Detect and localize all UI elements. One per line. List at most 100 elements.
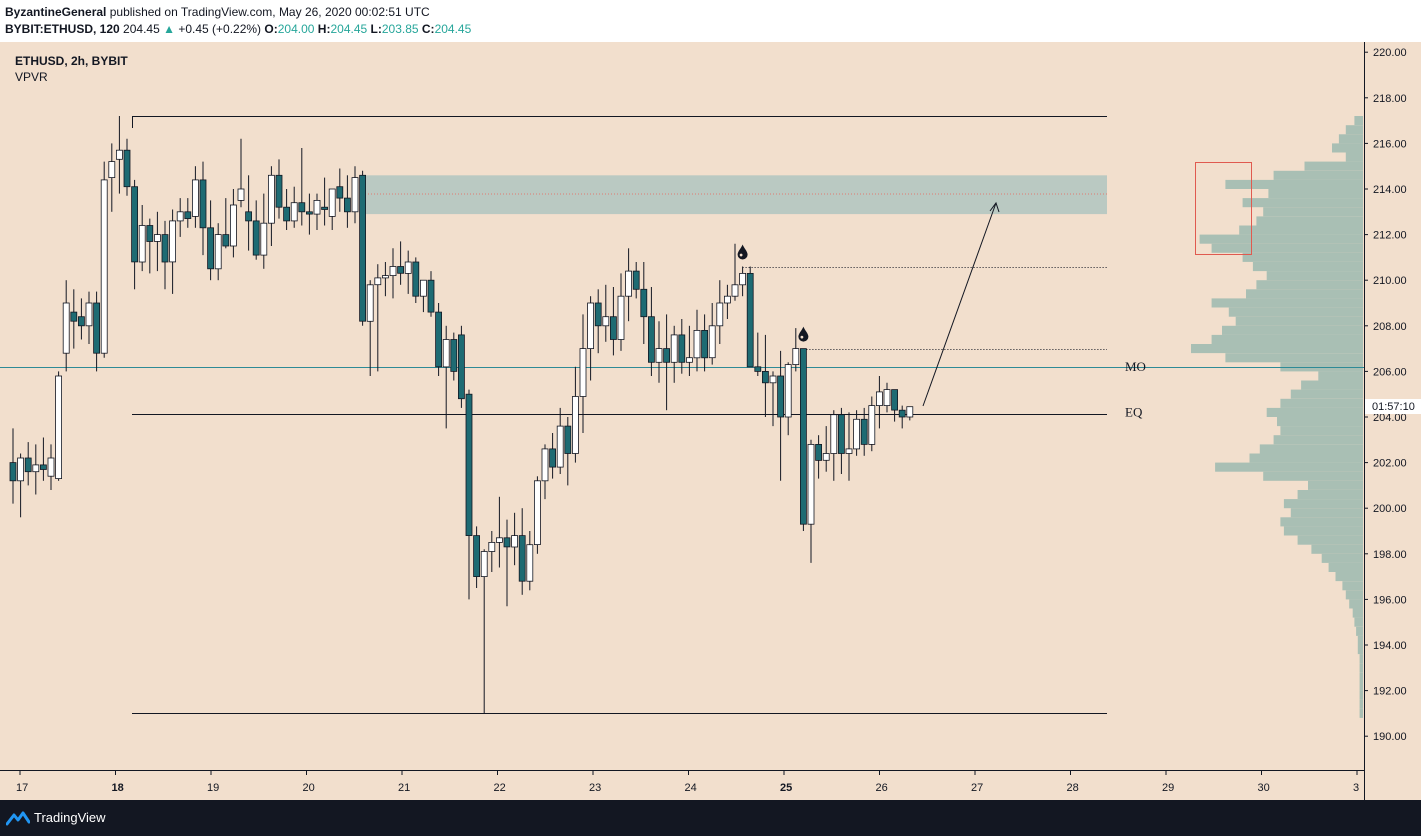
time-tick-label: 21 bbox=[398, 782, 410, 794]
high-value: 204.45 bbox=[330, 22, 368, 36]
candle-body bbox=[108, 161, 116, 179]
candle-body bbox=[800, 348, 807, 525]
candle-body bbox=[24, 457, 32, 473]
vpvr-bar bbox=[1301, 380, 1363, 390]
candle-body bbox=[153, 234, 161, 242]
candle-body bbox=[716, 302, 724, 327]
candle-body bbox=[457, 334, 465, 400]
candle-body bbox=[754, 366, 762, 372]
vpvr-bar bbox=[1211, 334, 1363, 344]
vpvr-bar bbox=[1273, 170, 1363, 180]
vpvr-bar bbox=[1332, 143, 1363, 153]
vpvr-bar bbox=[1268, 189, 1363, 199]
candle-body bbox=[442, 339, 450, 368]
vpvr-bar bbox=[1266, 271, 1363, 281]
candle-body bbox=[381, 275, 389, 279]
candle-body bbox=[343, 197, 351, 213]
candle-body bbox=[305, 211, 313, 215]
candle-body bbox=[488, 542, 496, 552]
candle-body bbox=[313, 199, 321, 215]
candle-body bbox=[290, 202, 298, 222]
candle-body bbox=[222, 234, 230, 247]
vpvr-bar bbox=[1280, 517, 1363, 527]
price-change: +0.45 (+0.22%) bbox=[178, 22, 262, 36]
vpvr-bar bbox=[1345, 152, 1363, 162]
vpvr-bar bbox=[1249, 453, 1363, 463]
candle-body bbox=[9, 462, 17, 482]
vpvr-bar bbox=[1359, 690, 1363, 700]
vpvr-bar bbox=[1211, 243, 1363, 253]
vpvr-bar bbox=[1225, 353, 1363, 363]
candle-body bbox=[739, 272, 746, 286]
eq-label: EQ bbox=[1125, 405, 1143, 420]
candle-body bbox=[822, 453, 830, 461]
candle-body bbox=[534, 480, 541, 545]
vpvr-bar bbox=[1263, 207, 1363, 217]
close-label: C: bbox=[421, 22, 435, 36]
candle-body bbox=[191, 179, 199, 217]
candle-body bbox=[670, 334, 678, 363]
candle-body bbox=[40, 464, 47, 470]
low-label: L: bbox=[370, 22, 382, 36]
candle-body bbox=[579, 348, 587, 397]
candles bbox=[9, 116, 914, 714]
candle-body bbox=[556, 425, 564, 468]
candle-body bbox=[214, 234, 222, 270]
vpvr-bar bbox=[1357, 645, 1363, 655]
projection-arrow bbox=[922, 202, 997, 407]
candle-body bbox=[518, 535, 526, 582]
candle-body bbox=[351, 177, 359, 213]
vpvr-bar bbox=[1263, 471, 1363, 481]
brand-name[interactable]: TradingView bbox=[34, 810, 106, 825]
time-axis[interactable]: 17 18 19 20 21 22 23 24 25 26 27 28 29 30 3 bbox=[16, 770, 1359, 794]
price-tick-label: 202.00 bbox=[1373, 458, 1407, 470]
candle-body bbox=[610, 316, 617, 340]
price-tick-label: 204.00 bbox=[1373, 412, 1407, 424]
open-label: O: bbox=[264, 22, 278, 36]
vpvr-bar bbox=[1225, 179, 1363, 189]
candle-body bbox=[769, 375, 777, 384]
time-tick-label: 20 bbox=[303, 782, 315, 794]
time-tick-label: 29 bbox=[1162, 782, 1174, 794]
vpvr-bar bbox=[1199, 234, 1363, 244]
candle-body bbox=[572, 396, 579, 454]
vpvr-bar bbox=[1345, 125, 1363, 135]
candle-body bbox=[17, 457, 25, 482]
candle-body bbox=[199, 179, 207, 229]
candle-body bbox=[678, 334, 686, 363]
candle-body bbox=[480, 551, 488, 578]
price-axis[interactable] bbox=[1364, 42, 1421, 800]
candle-body bbox=[731, 284, 739, 297]
candle-body bbox=[663, 348, 670, 363]
vpvr-bar bbox=[1356, 626, 1363, 636]
vpvr-bar bbox=[1211, 298, 1363, 308]
vpvr-bar bbox=[1321, 553, 1363, 563]
tradingview-logo-icon[interactable] bbox=[6, 810, 30, 826]
candle-body bbox=[275, 174, 283, 208]
candle-body bbox=[511, 535, 519, 548]
author-name[interactable]: ByzantineGeneral bbox=[5, 5, 107, 19]
candle-body bbox=[860, 418, 868, 445]
symbol-legend[interactable]: ETHUSD, 2h, BYBIT bbox=[15, 54, 128, 68]
vpvr-bar bbox=[1328, 562, 1363, 572]
vpvr-bar bbox=[1359, 681, 1363, 691]
candle-body bbox=[602, 316, 610, 327]
footer-bar: TradingView bbox=[0, 800, 1421, 836]
price-tick-label: 200.00 bbox=[1373, 503, 1407, 515]
vpvr-bar bbox=[1304, 161, 1363, 171]
vpvr-bar bbox=[1273, 435, 1363, 445]
vpvr-bar bbox=[1256, 216, 1363, 226]
candle-body bbox=[298, 202, 306, 213]
candle-body bbox=[427, 279, 435, 313]
vpvr-bar bbox=[1354, 617, 1363, 627]
drop-icon bbox=[737, 244, 748, 260]
price-tick-label: 198.00 bbox=[1373, 549, 1407, 561]
candle-body bbox=[807, 443, 815, 525]
indicator-legend[interactable]: VPVR bbox=[15, 70, 48, 84]
price-tick-label: 206.00 bbox=[1373, 366, 1407, 378]
candle-body bbox=[777, 375, 784, 418]
vpvr-bar bbox=[1345, 590, 1363, 600]
vpvr-bar bbox=[1354, 116, 1363, 126]
drop-highlight bbox=[739, 253, 743, 257]
